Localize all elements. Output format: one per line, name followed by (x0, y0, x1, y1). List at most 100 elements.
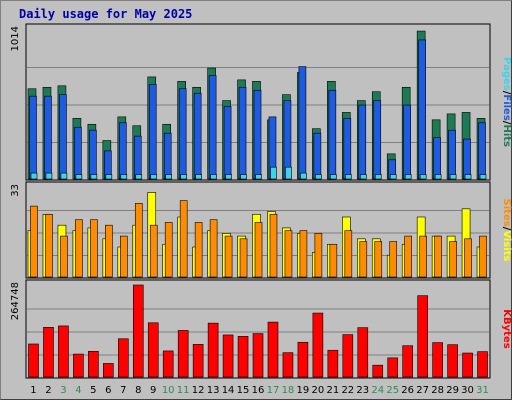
sites-bar (374, 241, 383, 278)
x-tick-label: 9 (150, 385, 156, 396)
kbytes-bar (237, 336, 249, 378)
pages-bar (315, 174, 322, 180)
sites-bar (359, 241, 368, 278)
y-max-label: 264748 (10, 282, 21, 320)
legend-part: Pages (501, 57, 512, 91)
x-tick-label: 6 (105, 385, 111, 396)
x-tick-label: 31 (476, 385, 489, 396)
pages-bar (479, 174, 487, 180)
sites-bar (344, 230, 353, 278)
sites-bar (239, 238, 248, 278)
files-bar (133, 135, 142, 180)
kbytes-bar (312, 312, 324, 378)
chart-title: Daily usage for May 2025 (19, 7, 193, 21)
pages-bar (255, 174, 262, 180)
kbytes-bar (192, 344, 204, 378)
files-bar (238, 86, 247, 180)
files-bar (253, 89, 262, 180)
sites-bar (224, 235, 233, 278)
x-tick-label: 10 (162, 385, 175, 396)
kbytes-bar (462, 352, 473, 378)
x-tick-label: 2 (45, 385, 51, 396)
x-tick-label: 13 (207, 385, 220, 396)
kbytes-bar (43, 327, 54, 378)
kbytes-bar (132, 284, 144, 378)
kbytes-bar (327, 349, 339, 378)
kbytes-bar (88, 350, 99, 378)
sites-bar (45, 213, 53, 278)
sites-bar (105, 224, 113, 278)
pages-bar (389, 174, 397, 180)
files-bar (89, 129, 97, 180)
x-tick-label: 28 (431, 385, 444, 396)
kbytes-bar (207, 322, 219, 378)
legend-part: Hits (501, 124, 512, 147)
files-bar (208, 75, 217, 180)
kbytes-bar (387, 357, 399, 378)
sites-bar (179, 200, 188, 278)
kbytes-bar (357, 327, 369, 378)
kbytes-bar (297, 341, 309, 378)
kbytes-bar (267, 321, 279, 378)
files-bar (59, 94, 67, 180)
sites-bar (464, 238, 472, 278)
sites-bar (254, 222, 263, 278)
files-bar (418, 39, 426, 180)
pages-bar (449, 174, 457, 180)
x-tick-label: 19 (297, 385, 310, 396)
kbytes-bar (432, 342, 443, 378)
sites-bar (329, 243, 338, 278)
pages-bar (120, 174, 128, 180)
kbytes-bar (342, 334, 354, 378)
kbytes-bar (477, 351, 488, 378)
legend-hits-files-pages: Pages/Files/Hits (501, 57, 512, 147)
pages-bar (404, 174, 412, 180)
x-tick-label: 29 (446, 385, 459, 396)
pages-bar (240, 174, 247, 180)
x-tick-label: 25 (386, 385, 399, 396)
files-bar (358, 104, 367, 180)
pages-bar (90, 174, 98, 180)
kbytes-bar (28, 343, 39, 378)
files-bar (463, 138, 471, 180)
sites-bar (269, 213, 278, 278)
pages-bar (165, 174, 173, 180)
files-bar (448, 129, 456, 180)
x-tick-label: 22 (341, 385, 354, 396)
kbytes-bar (252, 333, 264, 378)
pages-bar (374, 174, 382, 180)
kbytes-bar (417, 295, 428, 378)
sites-bar (419, 235, 427, 278)
sites-bar (149, 224, 158, 278)
legend-separator: / (501, 227, 512, 231)
x-tick-label: 24 (371, 385, 384, 396)
files-bar (44, 95, 52, 180)
pages-bar (30, 172, 38, 180)
files-bar (29, 95, 37, 180)
x-tick-label: 16 (252, 385, 265, 396)
x-tick-label: 30 (461, 385, 474, 396)
legend-part: Visits (501, 230, 512, 261)
pages-bar (345, 174, 352, 180)
files-bar (433, 137, 441, 180)
sites-bar (164, 222, 173, 278)
sites-bar (479, 235, 487, 278)
x-tick-label: 15 (237, 385, 250, 396)
sites-bar (404, 235, 412, 278)
x-tick-label: 17 (267, 385, 280, 396)
x-tick-label: 11 (177, 385, 190, 396)
sites-bar (389, 241, 398, 278)
kbytes-bar (58, 325, 69, 378)
sites-bar (434, 235, 442, 278)
files-bar (119, 122, 127, 180)
kbytes-bar (372, 364, 384, 378)
pages-bar (150, 174, 158, 180)
sites-bar (209, 219, 218, 278)
pages-bar (135, 174, 143, 180)
pages-bar (285, 166, 292, 180)
pages-bar (434, 174, 442, 180)
x-tick-label: 27 (416, 385, 429, 396)
pages-bar (195, 174, 202, 180)
pages-bar (359, 174, 367, 180)
